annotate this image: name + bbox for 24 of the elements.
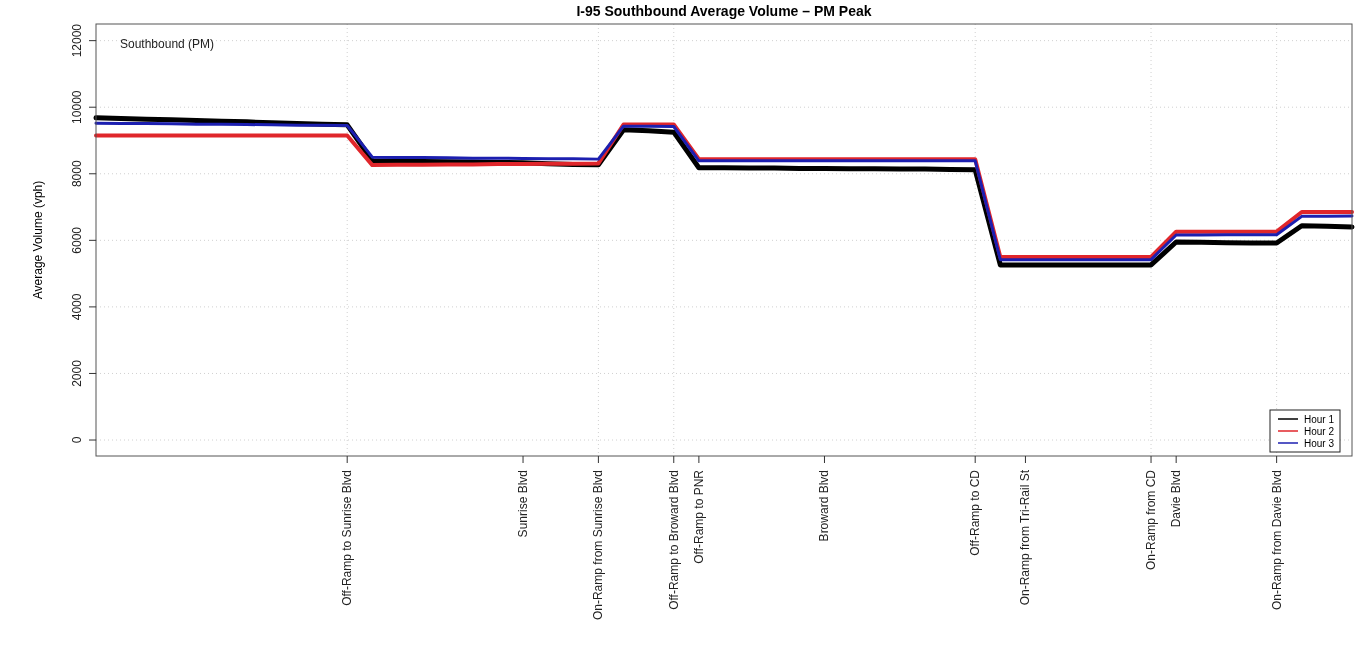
x-tick-label: Off-Ramp to PNR <box>691 469 706 564</box>
legend-label: Hour 2 <box>1304 425 1335 437</box>
annotation: Southbound (PM) <box>120 37 215 51</box>
x-tick-label: On-Ramp from Sunrise Blvd <box>591 470 606 621</box>
x-tick-label: Off-Ramp to Sunrise Blvd <box>340 470 355 606</box>
x-tick-label: On-Ramp from Tri-Rail St <box>1018 469 1033 606</box>
x-tick-label: Davie Blvd <box>1169 470 1184 528</box>
x-tick-label: Sunrise Blvd <box>516 470 531 538</box>
legend-label: Hour 1 <box>1304 413 1335 425</box>
y-tick-label: 2000 <box>70 359 84 387</box>
x-tick-label: On-Ramp from CD <box>1144 469 1159 571</box>
x-tick-label: Off-Ramp to Broward Blvd <box>666 470 681 610</box>
x-tick-label: On-Ramp from Davie Blvd <box>1269 470 1284 611</box>
y-tick-label: 10000 <box>70 90 84 124</box>
y-tick-label: 6000 <box>70 226 84 254</box>
chart-title: I-95 Southbound Average Volume – PM Peak <box>576 3 872 19</box>
legend-label: Hour 3 <box>1304 437 1335 449</box>
y-tick-label: 4000 <box>70 293 84 321</box>
x-tick-label: Off-Ramp to CD <box>968 469 983 556</box>
y-tick-label: 8000 <box>70 160 84 188</box>
x-tick-label: Broward Blvd <box>817 470 832 542</box>
y-axis-title: Average Volume (vph) <box>31 180 45 300</box>
y-tick-label: 12000 <box>70 23 84 58</box>
y-tick-label: 0 <box>70 436 84 444</box>
